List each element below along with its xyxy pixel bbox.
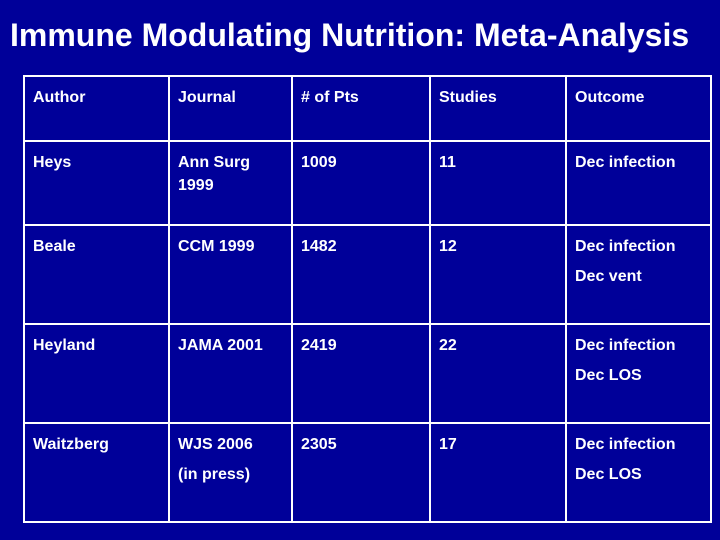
table-row: Waitzberg WJS 2006 (in press) 2305 17 De… xyxy=(23,422,712,523)
meta-analysis-table: Author Journal # of Pts Studies Outcome … xyxy=(23,75,712,523)
journal-line: (in press) xyxy=(178,466,251,483)
cell-journal: WJS 2006 (in press) xyxy=(168,422,293,523)
outcome-line: Dec LOS xyxy=(575,466,642,483)
header-author: Author xyxy=(23,75,170,142)
table-row: Heys Ann Surg 1999 1009 11 Dec infection xyxy=(23,140,712,226)
cell-author: Heyland xyxy=(23,323,170,424)
outcome-line: Dec infection xyxy=(575,238,676,255)
meta-analysis-table-container: Author Journal # of Pts Studies Outcome … xyxy=(23,75,712,523)
cell-num-pts: 1482 xyxy=(291,224,431,325)
cell-studies: 12 xyxy=(429,224,567,325)
outcome-line: Dec vent xyxy=(575,268,642,285)
header-journal: Journal xyxy=(168,75,293,142)
table-header-row: Author Journal # of Pts Studies Outcome xyxy=(23,75,712,142)
cell-num-pts: 2419 xyxy=(291,323,431,424)
cell-studies: 17 xyxy=(429,422,567,523)
outcome-line: Dec LOS xyxy=(575,367,642,384)
slide-title: Immune Modulating Nutrition: Meta-Analys… xyxy=(10,17,690,53)
table-row: Beale CCM 1999 1482 12 Dec infection Dec… xyxy=(23,224,712,325)
outcome-line: Dec infection xyxy=(575,436,676,453)
outcome-line: Dec infection xyxy=(575,154,676,171)
cell-studies: 22 xyxy=(429,323,567,424)
cell-author: Beale xyxy=(23,224,170,325)
header-num-pts: # of Pts xyxy=(291,75,431,142)
cell-outcome: Dec infection Dec vent xyxy=(565,224,712,325)
outcome-line: Dec infection xyxy=(575,337,676,354)
cell-journal: JAMA 2001 xyxy=(168,323,293,424)
header-studies: Studies xyxy=(429,75,567,142)
cell-num-pts: 1009 xyxy=(291,140,431,226)
cell-journal: Ann Surg 1999 xyxy=(168,140,293,226)
cell-num-pts: 2305 xyxy=(291,422,431,523)
table-row: Heyland JAMA 2001 2419 22 Dec infection … xyxy=(23,323,712,424)
journal-line: WJS 2006 xyxy=(178,436,253,453)
cell-studies: 11 xyxy=(429,140,567,226)
cell-author: Waitzberg xyxy=(23,422,170,523)
cell-author: Heys xyxy=(23,140,170,226)
cell-outcome: Dec infection Dec LOS xyxy=(565,422,712,523)
cell-outcome: Dec infection Dec LOS xyxy=(565,323,712,424)
cell-outcome: Dec infection xyxy=(565,140,712,226)
header-outcome: Outcome xyxy=(565,75,712,142)
cell-journal: CCM 1999 xyxy=(168,224,293,325)
